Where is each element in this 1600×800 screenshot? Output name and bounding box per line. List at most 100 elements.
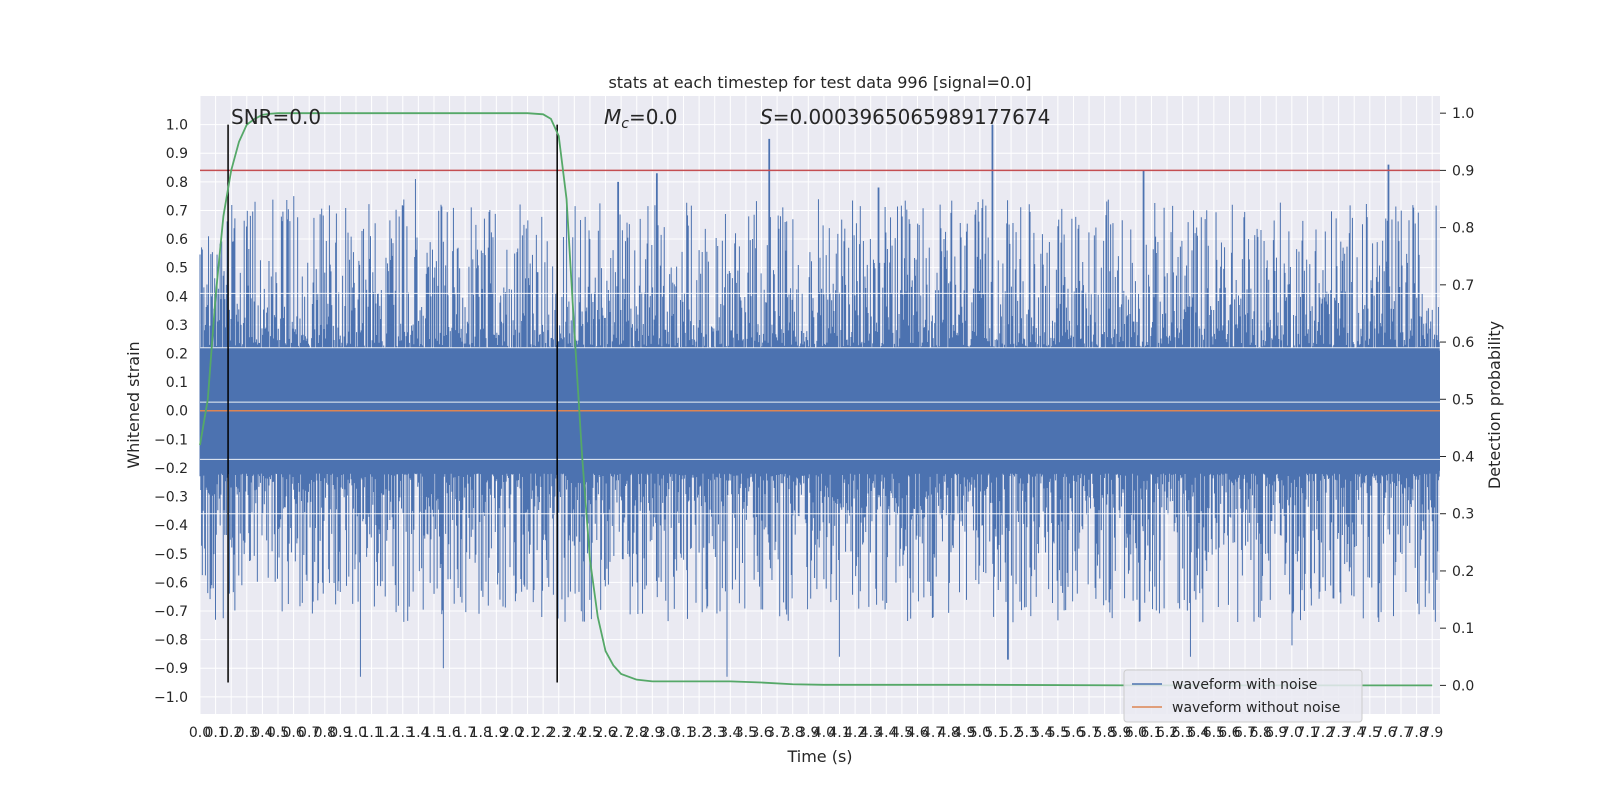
x-tick-label: 3.4 [719, 725, 741, 741]
x-tick-label: 4.2 [844, 725, 866, 741]
x-tick-label: 2.4 [563, 725, 585, 741]
y-tick-label-left: −1.0 [154, 690, 188, 706]
x-tick-label: 1.2 [376, 725, 398, 741]
x-tick-label: 0.5 [267, 725, 289, 741]
y-tick-label-left: −0.8 [154, 633, 188, 649]
x-tick-label: 1.1 [360, 725, 382, 741]
x-tick-label: 0.6 [282, 725, 304, 741]
x-tick-label: 2.3 [548, 725, 570, 741]
x-tick-label: 1.0 [345, 725, 367, 741]
x-tick-label: 6.3 [1172, 725, 1194, 741]
y-tick-label-right: 0.1 [1452, 621, 1474, 637]
legend-label-noise: waveform with noise [1172, 677, 1317, 693]
y-tick-label-left: 0.0 [166, 404, 188, 420]
x-tick-label: 5.7 [1078, 725, 1100, 741]
x-tick-label: 7.7 [1390, 725, 1412, 741]
y-tick-label-left: 0.5 [166, 261, 188, 277]
x-tick-label: 6.2 [1156, 725, 1178, 741]
x-tick-label: 2.7 [610, 725, 632, 741]
x-tick-label: 4.4 [875, 725, 897, 741]
x-tick-label: 0.3 [236, 725, 258, 741]
x-tick-label: 0.8 [314, 725, 336, 741]
x-tick-label: 6.4 [1187, 725, 1209, 741]
x-tick-label: 7.1 [1296, 725, 1318, 741]
x-tick-label: 3.9 [797, 725, 819, 741]
y-tick-label-left: −0.4 [154, 518, 188, 534]
y-tick-label-left: −0.2 [154, 461, 188, 477]
x-tick-label: 1.7 [454, 725, 476, 741]
x-tick-label: 0.7 [298, 725, 320, 741]
x-tick-label: 2.6 [594, 725, 616, 741]
y-tick-label-right: 0.3 [1452, 507, 1474, 523]
x-tick-label: 5.1 [984, 725, 1006, 741]
y-tick-label-left: −0.7 [154, 604, 188, 620]
x-tick-label: 7.4 [1343, 725, 1365, 741]
x-tick-label: 0.0 [189, 725, 211, 741]
x-tick-label: 6.1 [1140, 725, 1162, 741]
y-tick-label-left: 0.4 [166, 289, 188, 305]
x-tick-label: 3.5 [735, 725, 757, 741]
y-tick-label-right: 0.9 [1452, 163, 1474, 179]
y-tick-label-right: 0.8 [1452, 221, 1474, 237]
x-tick-label: 3.1 [672, 725, 694, 741]
x-tick-label: 3.0 [657, 725, 679, 741]
y-tick-label-left: −0.9 [154, 661, 188, 677]
legend-box [1123, 669, 1363, 723]
x-tick-label: 2.1 [516, 725, 538, 741]
x-tick-label: 5.9 [1109, 725, 1131, 741]
x-tick-label: 7.0 [1281, 725, 1303, 741]
y-tick-label-left: 0.3 [166, 318, 188, 334]
x-tick-label: 7.3 [1327, 725, 1349, 741]
x-tick-label: 0.2 [220, 725, 242, 741]
y-tick-label-left: −0.5 [154, 547, 188, 563]
y-tick-label-left: 0.6 [166, 232, 188, 248]
x-tick-label: 5.5 [1047, 725, 1069, 741]
x-tick-label: 6.0 [1125, 725, 1147, 741]
x-tick-label: 1.5 [423, 725, 445, 741]
y-axis-label-left: Whitened strain [124, 341, 143, 468]
x-tick-label: 0.9 [329, 725, 351, 741]
x-tick-label: 2.2 [532, 725, 554, 741]
x-tick-label: 7.9 [1421, 725, 1443, 741]
x-tick-label: 4.1 [828, 725, 850, 741]
x-tick-label: 6.8 [1249, 725, 1271, 741]
y-axis-label-right: Detection probability [1485, 321, 1504, 489]
x-tick-label: 6.5 [1203, 725, 1225, 741]
y-tick-label-right: 0.4 [1452, 450, 1474, 466]
x-tick-label: 1.3 [392, 725, 414, 741]
x-tick-label: 1.8 [470, 725, 492, 741]
x-tick-label: 7.6 [1374, 725, 1396, 741]
y-tick-label-left: 1.0 [166, 118, 188, 134]
overlay-lines [199, 112, 1440, 687]
x-tick-label: 4.7 [922, 725, 944, 741]
x-tick-label: 1.4 [407, 725, 429, 741]
y-tick-label-left: 0.1 [166, 375, 188, 391]
y-tick-label-right: 0.5 [1452, 392, 1474, 408]
y-tick-label-left: −0.6 [154, 575, 188, 591]
mc-annotation: Mc=0.0 [604, 105, 678, 132]
chart-title: stats at each timestep for test data 996… [608, 73, 1031, 92]
legend-label-clean: waveform without noise [1172, 700, 1340, 716]
x-tick-label: 4.5 [891, 725, 913, 741]
y-tick-label-left: 0.9 [166, 146, 188, 162]
series-detection-probability [199, 112, 1433, 687]
x-tick-label: 2.5 [579, 725, 601, 741]
x-tick-label: 5.2 [1000, 725, 1022, 741]
y-tick-label-right: 1.0 [1452, 106, 1474, 122]
y-tick-label-right: 0.6 [1452, 335, 1474, 351]
legend: waveform with noise waveform without noi… [1123, 669, 1363, 723]
x-tick-label: 5.8 [1094, 725, 1116, 741]
x-tick-label: 7.8 [1405, 725, 1427, 741]
x-tick-label: 4.3 [860, 725, 882, 741]
x-tick-label: 7.2 [1312, 725, 1334, 741]
x-ticks: 0.00.10.20.30.40.50.60.70.80.91.01.11.21… [189, 725, 1443, 741]
x-tick-label: 3.6 [750, 725, 772, 741]
x-tick-label: 2.9 [641, 725, 663, 741]
x-tick-label: 5.4 [1031, 725, 1053, 741]
x-tick-label: 0.1 [204, 725, 226, 741]
s-annotation: S=0.0003965065989177674 [760, 105, 1050, 129]
y-ticks-right: 1.0 0.9 0.8 0.7 0.6 0.5 0.4 0.3 0.2 0.1 0.0 [1440, 106, 1474, 694]
x-tick-label: 3.7 [766, 725, 788, 741]
y-tick-label-left: 0.2 [166, 347, 188, 363]
